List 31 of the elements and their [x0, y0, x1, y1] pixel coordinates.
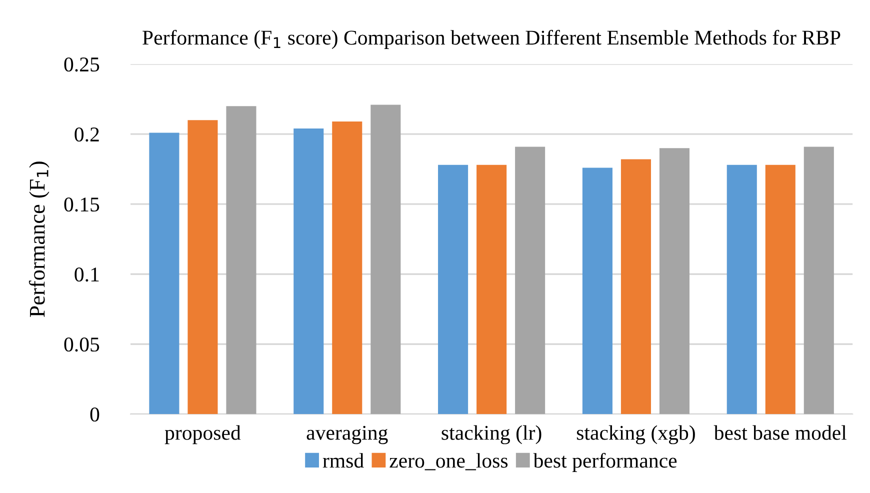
bar — [332, 121, 362, 414]
y-tick-label: 0 — [90, 407, 100, 422]
bar — [370, 104, 401, 414]
x-tick-label: proposed — [164, 425, 241, 444]
bar — [294, 128, 324, 414]
x-tick-label: stacking (lr) — [442, 425, 542, 444]
y-tick-label: 0.25 — [64, 57, 100, 72]
y-tick-label: 0.15 — [64, 197, 100, 212]
chart-title: Performance (F$_{1}$ score) Comparison between Different Ensemble Methods for RBP — [142, 30, 840, 49]
legend-label: rmsd — [322, 453, 364, 468]
bar — [804, 146, 834, 414]
bar — [515, 146, 546, 414]
bar — [765, 164, 796, 414]
y-axis-title: Performance (F$_{1}$) — [28, 162, 50, 318]
bar — [726, 164, 757, 414]
y-tick-label: 0.2 — [74, 127, 99, 142]
x-tick-label: averaging — [306, 426, 388, 444]
legend-label: zero_one_loss — [390, 453, 508, 470]
bar — [476, 164, 507, 414]
bar — [582, 168, 612, 414]
bar — [438, 164, 468, 414]
bar — [149, 132, 180, 414]
bar — [620, 159, 651, 414]
y-tick-label: 0.05 — [64, 337, 100, 352]
bar — [188, 120, 218, 414]
legend-label: best performance — [533, 452, 677, 472]
bar — [659, 148, 690, 414]
x-tick-label: stacking (xgb) — [576, 425, 695, 444]
bar — [226, 106, 256, 414]
y-tick-label: 0.1 — [74, 267, 99, 282]
x-tick-label: best base model — [714, 425, 847, 440]
